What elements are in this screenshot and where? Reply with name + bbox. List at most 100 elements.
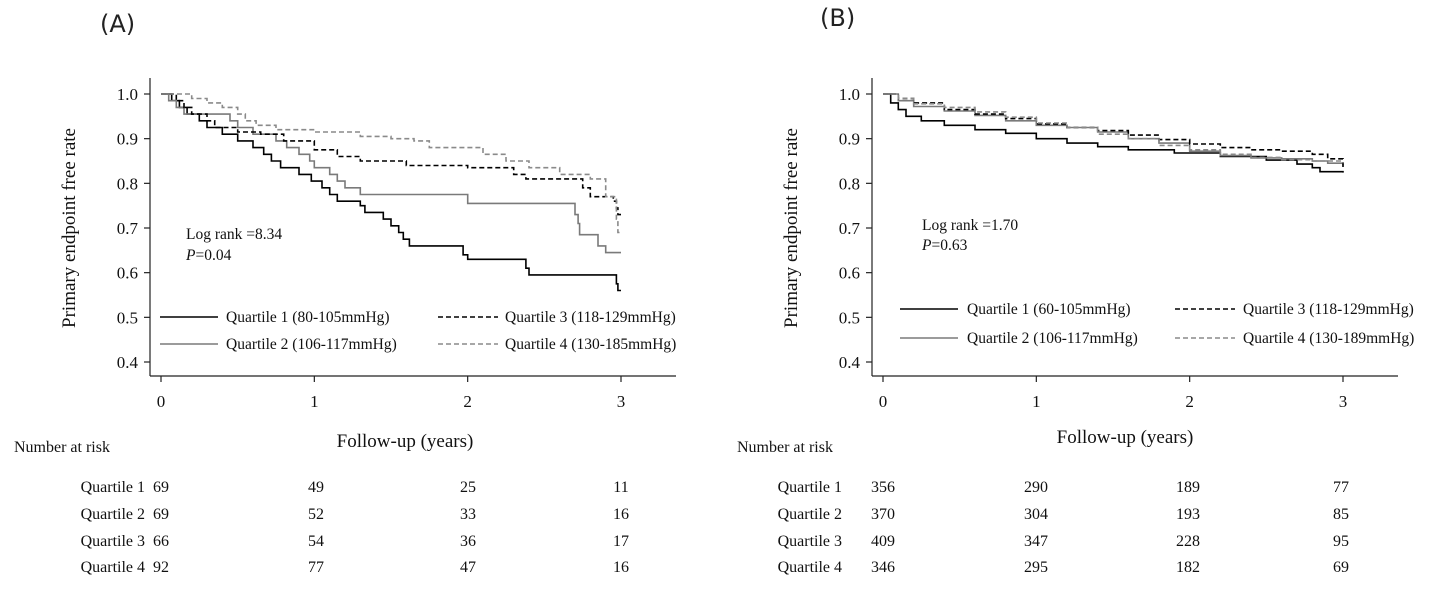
risk-count: 25 [460,479,476,496]
risk-count: 409 [871,533,895,550]
risk-count: 77 [1333,479,1349,496]
y-tick-label: 0.6 [117,264,138,283]
x-tick-label: 3 [617,392,626,411]
risk-count: 16 [613,506,629,523]
km-curve-quartile-1 [883,93,1344,173]
risk-count: 356 [871,479,895,496]
y-tick-label: 0.5 [839,308,860,327]
risk-count: 189 [1176,479,1200,496]
km-curve-quartile-2 [883,93,1344,166]
legend-label-quartile-1: Quartile 1 (60-105mmHg) [967,301,1131,318]
risk-count: 95 [1333,533,1349,550]
risk-count: 69 [1333,559,1349,576]
x-tick-label: 0 [879,392,888,411]
risk-count: 47 [460,559,476,576]
risk-count: 182 [1176,559,1200,576]
y-tick-label: 0.5 [117,308,138,327]
risk-count: 295 [1024,559,1048,576]
risk-count: 92 [153,559,169,576]
risk-table: Number at risk Quartile 1 69 49 25 11 Quartile… [14,439,629,576]
risk-count: 33 [460,506,476,523]
risk-count: 36 [460,533,476,550]
y-tick-label: 0.8 [117,174,138,193]
risk-count: 69 [153,506,169,523]
p-value-annotation: P=0.04 [185,247,232,264]
risk-count: 17 [613,533,629,550]
y-tick-label: 0.7 [117,219,139,238]
risk-row-label: Quartile 2 [778,506,842,523]
risk-count: 347 [1024,533,1048,550]
logrank-annotation: Log rank =8.34 [186,226,282,243]
x-tick-label: 3 [1339,392,1348,411]
legend-label-quartile-2: Quartile 2 (106-117mmHg) [967,330,1138,347]
p-value-text: =0.04 [195,247,231,264]
y-tick-label: 0.7 [839,219,861,238]
risk-table-title: Number at risk [737,439,833,456]
p-value-annotation: P=0.63 [921,237,968,254]
risk-count: 69 [153,479,169,496]
legend-label-quartile-4: Quartile 4 (130-185mmHg) [505,336,676,353]
x-tick-label: 0 [157,392,166,411]
km-curve-quartile-4 [161,93,621,234]
x-tick-label: 1 [310,392,319,411]
panel-label: (A) [100,10,135,38]
risk-count: 304 [1024,506,1048,523]
risk-count: 52 [308,506,324,523]
y-tick-label: 0.8 [839,174,860,193]
p-value-symbol: P [921,237,932,254]
y-tick-label: 0.4 [839,353,861,372]
km-curve-quartile-2 [161,93,621,254]
logrank-annotation: Log rank =1.70 [922,217,1018,234]
km-curve-quartile-1 [161,93,621,292]
chart-panel-b: (B) 1.0 0.9 0.8 0.7 0.6 0.5 0.4 0 1 2 3 Follow-up (y… [737,4,1414,576]
x-tick-label: 2 [1185,392,1194,411]
risk-count: 16 [613,559,629,576]
y-tick-label: 0.9 [839,130,860,149]
legend-label-quartile-4: Quartile 4 (130-189mmHg) [1243,330,1414,347]
legend: Quartile 1 (60-105mmHg) Quartile 3 (118-1… [900,301,1414,347]
y-tick-label: 1.0 [117,85,138,104]
p-value-text: =0.63 [931,237,967,254]
legend-label-quartile-3: Quartile 3 (118-129mmHg) [1243,301,1414,318]
legend-label-quartile-1: Quartile 1 (80-105mmHg) [226,309,390,326]
risk-row-label: Quartile 3 [81,533,145,550]
risk-row-label: Quartile 1 [81,479,145,496]
y-tick-label: 0.9 [117,130,138,149]
risk-row-label: Quartile 4 [81,559,145,576]
km-curve-quartile-3 [161,93,621,216]
p-value-symbol: P [185,247,196,264]
risk-count: 49 [308,479,324,496]
risk-table-title: Number at risk [14,439,110,456]
x-tick-label: 2 [463,392,472,411]
risk-row-label: Quartile 2 [81,506,145,523]
legend-label-quartile-2: Quartile 2 (106-117mmHg) [226,336,397,353]
x-axis-title: Follow-up (years) [1057,427,1194,448]
x-axis-title: Follow-up (years) [337,431,474,452]
panel-label: (B) [820,4,855,32]
risk-count: 370 [871,506,895,523]
x-tick-label: 1 [1032,392,1041,411]
y-tick-label: 0.4 [117,353,139,372]
km-curve-quartile-4 [883,93,1344,164]
y-tick-label: 0.6 [839,264,860,283]
risk-count: 54 [308,533,324,550]
risk-count: 11 [613,479,628,496]
risk-row-label: Quartile 1 [778,479,842,496]
risk-count: 193 [1176,506,1200,523]
y-axis-title: Primary endpoint free rate [59,128,80,328]
risk-row-label: Quartile 4 [778,559,842,576]
risk-count: 228 [1176,533,1200,550]
legend: Quartile 1 (80-105mmHg) Quartile 3 (118-1… [160,309,676,353]
chart-panel-a: (A) 1.0 0.9 0.8 0.7 0.6 0.5 0.4 0 1 2 3 Follow-up (y… [14,10,676,576]
risk-count: 66 [153,533,169,550]
legend-label-quartile-3: Quartile 3 (118-129mmHg) [505,309,676,326]
risk-count: 85 [1333,506,1349,523]
risk-row-label: Quartile 3 [778,533,842,550]
km-curve-quartile-3 [883,93,1344,168]
y-tick-label: 1.0 [839,85,860,104]
risk-count: 77 [308,559,324,576]
risk-count: 346 [871,559,895,576]
y-axis-title: Primary endpoint free rate [781,128,802,328]
risk-count: 290 [1024,479,1048,496]
